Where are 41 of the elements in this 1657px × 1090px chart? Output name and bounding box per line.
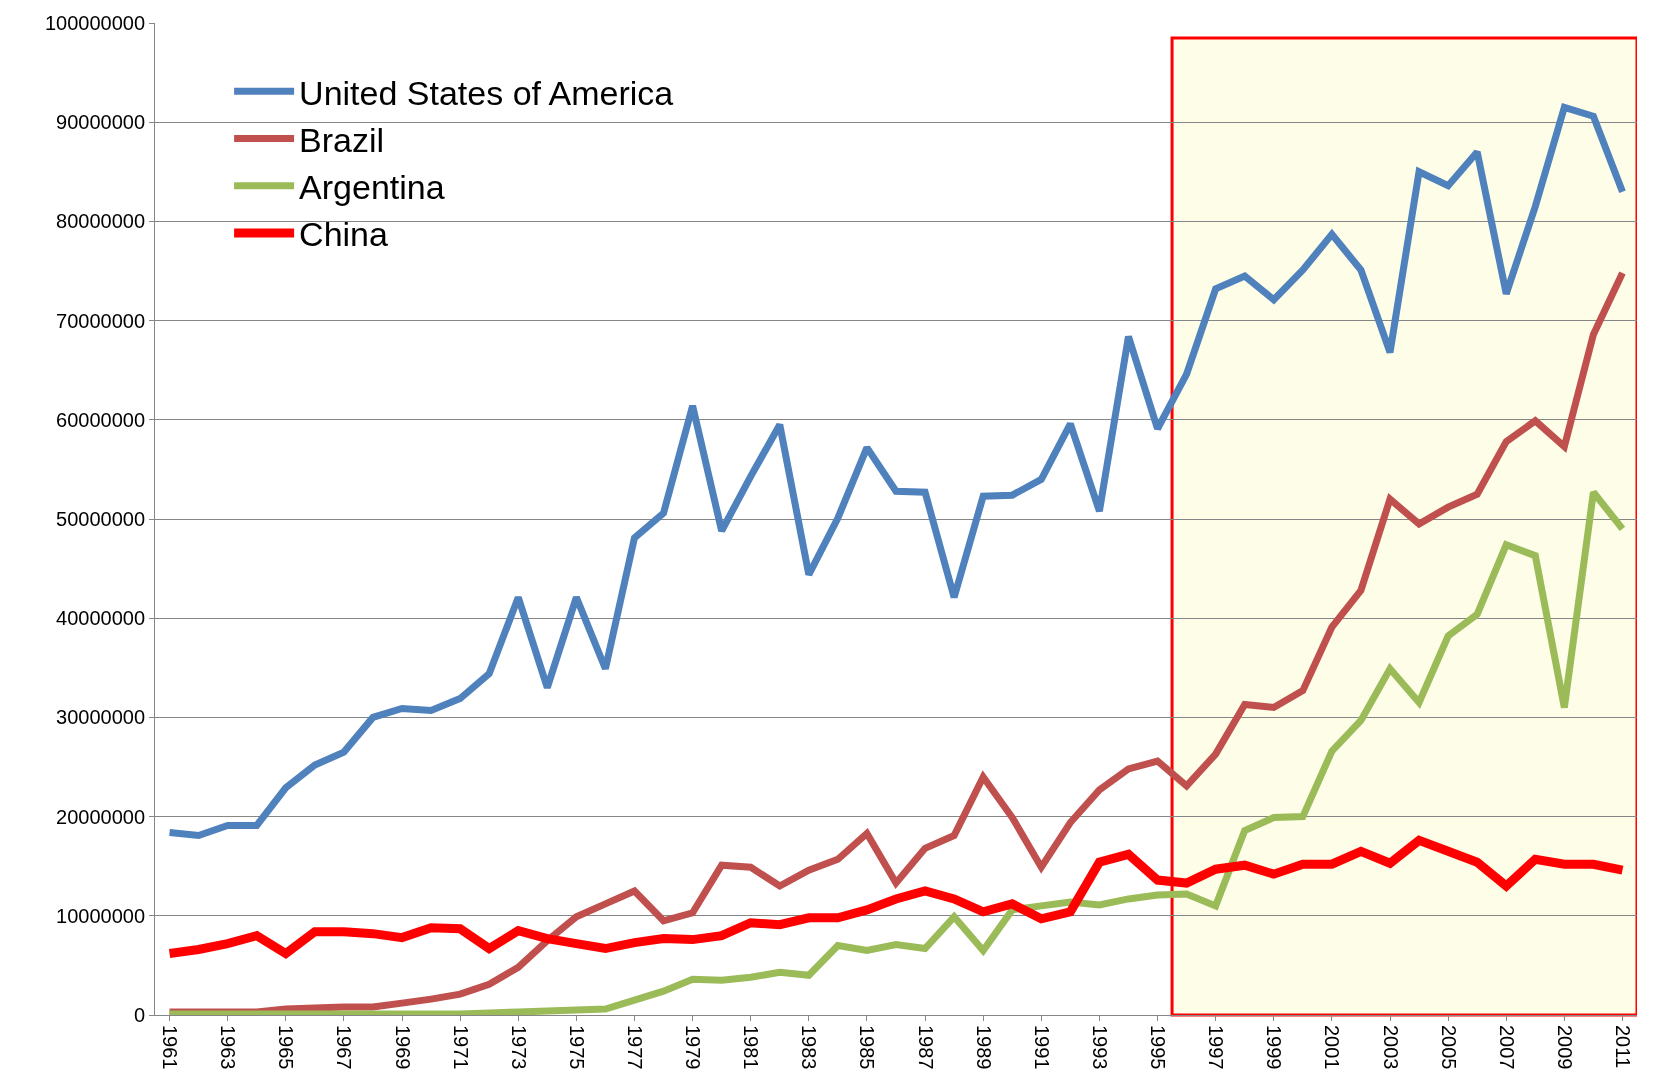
x-tick-label: 1963: [217, 1025, 240, 1070]
x-tick-label: 1983: [798, 1025, 821, 1070]
x-tick-label: 2009: [1553, 1025, 1576, 1070]
x-tick-label: 2011: [1611, 1025, 1634, 1069]
y-tick-label: 100000000: [44, 12, 145, 34]
x-tick-label: 1967: [333, 1025, 356, 1070]
x-tick-label: 1973: [507, 1025, 530, 1070]
x-tick-label: 1995: [1147, 1025, 1170, 1070]
x-tick-label: 2001: [1321, 1025, 1344, 1070]
x-tick-label: 1977: [623, 1025, 646, 1070]
y-tick-label: 10000000: [56, 904, 145, 927]
y-tick-label: 60000000: [56, 408, 145, 431]
y-tick-label: 50000000: [56, 508, 145, 530]
x-tick-label: 2005: [1437, 1025, 1460, 1070]
x-tick-label: 2007: [1495, 1025, 1518, 1070]
x-tick-label: 1985: [856, 1025, 879, 1070]
x-tick-label: 1987: [914, 1025, 937, 1070]
y-tick-label: 40000000: [56, 607, 145, 630]
y-tick-label: 90000000: [56, 111, 145, 134]
legend-label: China: [299, 215, 389, 254]
x-tick-label: 1997: [1205, 1025, 1228, 1070]
y-tick-label: 20000000: [56, 805, 145, 828]
y-tick-label: 70000000: [56, 309, 145, 332]
x-tick-label: 1979: [682, 1025, 705, 1070]
y-tick-label: 80000000: [56, 210, 145, 233]
x-tick-label: 1971: [449, 1025, 472, 1070]
y-tick-label: 30000000: [56, 706, 145, 729]
x-tick-label: 1989: [972, 1025, 995, 1070]
x-tick-label: 1975: [565, 1025, 588, 1070]
x-tick-label: 1991: [1030, 1025, 1053, 1070]
x-tick-label: 1965: [275, 1025, 298, 1070]
x-tick-label: 1969: [391, 1025, 414, 1070]
x-tick-label: 2003: [1379, 1025, 1402, 1070]
legend-label: Brazil: [299, 120, 385, 159]
legend-label: United States of America: [299, 73, 674, 112]
x-tick-label: 1981: [740, 1025, 763, 1070]
legend-label: Argentina: [299, 167, 445, 206]
y-tick-label: 0: [133, 1004, 145, 1026]
x-tick-label: 1999: [1263, 1025, 1286, 1070]
x-tick-label: 1961: [159, 1025, 182, 1070]
x-tick-label: 1993: [1088, 1025, 1111, 1070]
